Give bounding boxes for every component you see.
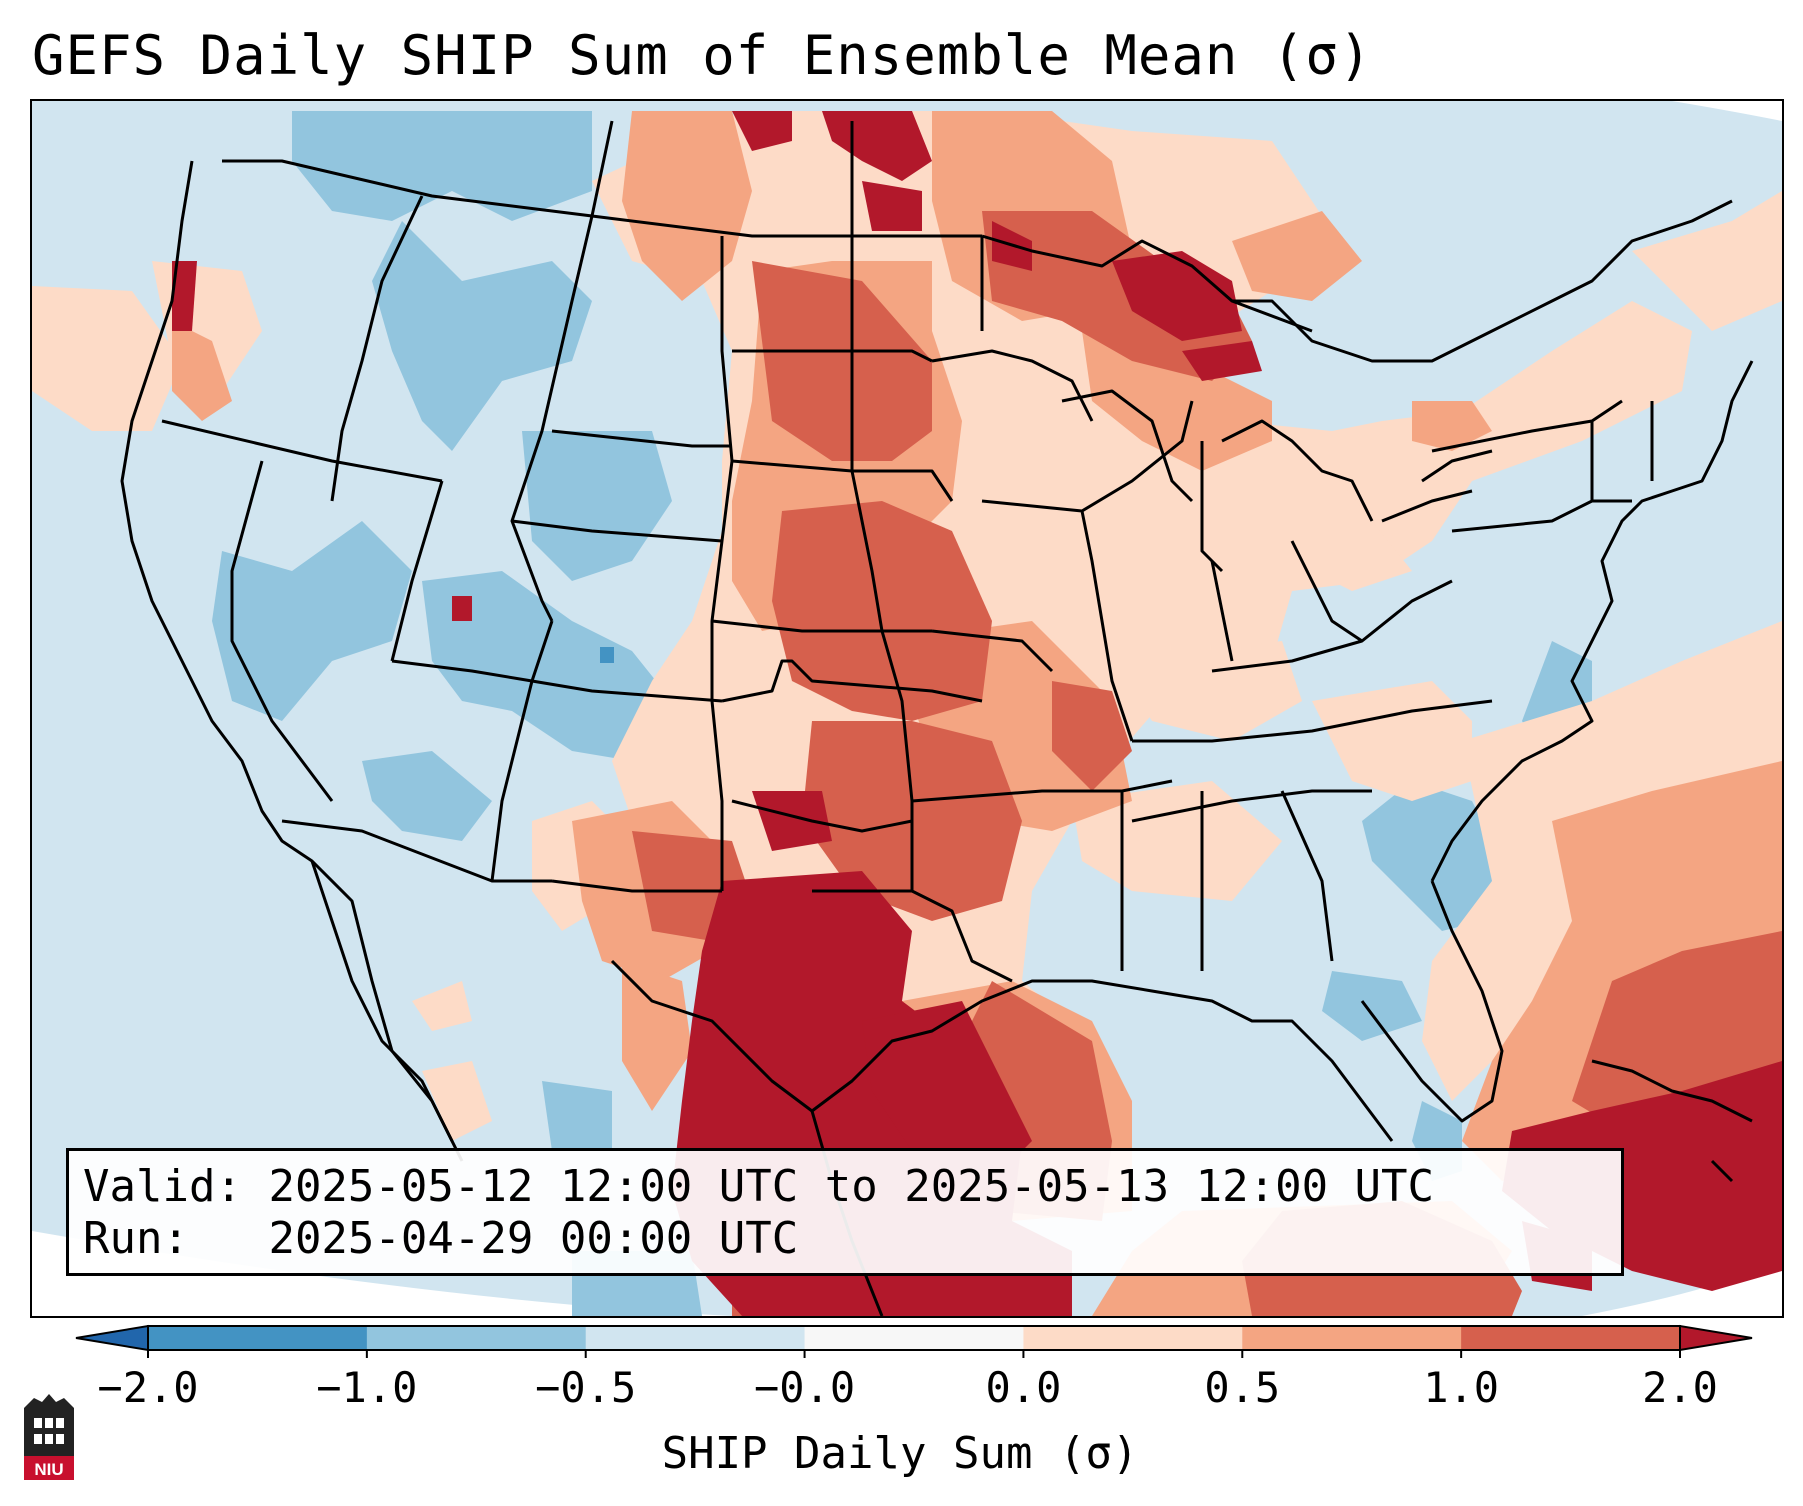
colorbar-label: SHIP Daily Sum (σ): [661, 1428, 1139, 1479]
valid-time-range: 2025-05-12 12:00 UTC to 2025-05-13 12:00…: [268, 1161, 1435, 1212]
map-panel: [30, 99, 1784, 1318]
valid-label: Valid:: [83, 1161, 242, 1212]
political-boundaries: [120, 120, 1754, 1316]
niu-logo: NIU: [24, 1394, 74, 1480]
valid-line: Valid: 2025-05-12 12:00 UTC to 2025-05-1…: [83, 1161, 1434, 1212]
colorbar-extend-high: [1679, 1324, 1753, 1352]
colorbar-segment: [585, 1326, 806, 1350]
outside-projection-sw: [32, 1231, 732, 1316]
logo-red-band: [24, 1456, 74, 1480]
logo-text: NIU: [34, 1460, 63, 1479]
colorbar-tick-label: 2.0: [1642, 1363, 1718, 1412]
colorbar-segment: [148, 1326, 368, 1350]
colorbar-tick-label: −0.0: [753, 1363, 856, 1412]
colorbar-tick-label: 0.0: [985, 1363, 1062, 1412]
run-line: Run: 2025-04-29 00:00 UTC: [83, 1213, 798, 1264]
colorbar-extend-low: [75, 1324, 149, 1352]
anomaly-region-negative-moderate: [212, 111, 1592, 1316]
ship-anomaly-map: [32, 101, 1782, 1316]
colorbar-tick-label: −2.0: [97, 1363, 199, 1412]
colorbar-tick-label: 1.0: [1423, 1363, 1500, 1412]
valid-run-info-box: Valid: 2025-05-12 12:00 UTC to 2025-05-1…: [66, 1148, 1624, 1276]
colorbar-segment: [804, 1326, 1024, 1350]
figure-title: GEFS Daily SHIP Sum of Ensemble Mean (σ): [32, 24, 1373, 87]
anomaly-pixel-negative-strong: [600, 647, 614, 663]
outside-projection-ne: [1672, 101, 1782, 121]
run-label: Run:: [83, 1213, 189, 1264]
colorbar-segment: [1242, 1326, 1462, 1350]
colorbar-tick-label: −0.5: [535, 1363, 637, 1412]
logo-windows: [34, 1418, 64, 1444]
outside-projection-se: [1582, 1261, 1782, 1316]
colorbar-outline: [147, 1325, 1681, 1351]
colorbar-segment: [1461, 1326, 1681, 1350]
colorbar-tick-label: −1.0: [316, 1363, 418, 1412]
colorbar-segment: [366, 1326, 587, 1350]
colorbar: [75, 1324, 1753, 1358]
colorbar-tick-label: 0.5: [1204, 1363, 1281, 1412]
run-time: 2025-04-29 00:00 UTC: [268, 1213, 799, 1264]
colorbar-segment: [1023, 1326, 1243, 1350]
